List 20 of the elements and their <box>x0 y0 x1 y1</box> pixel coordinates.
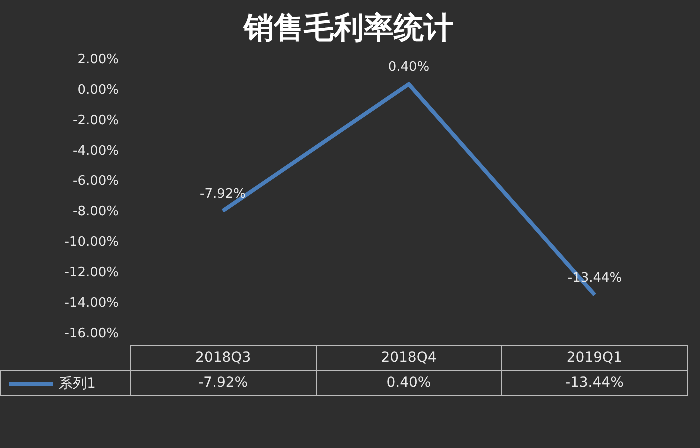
legend-label: 系列1 <box>59 374 96 392</box>
y-tick-label: 2.00% <box>78 52 119 68</box>
y-tick-label: -12.00% <box>64 266 119 281</box>
y-tick-label: -2.00% <box>73 113 119 128</box>
x-tick-label: 2018Q3 <box>130 346 316 370</box>
y-tick-label: -4.00% <box>73 144 119 159</box>
y-tick-label: 0.00% <box>78 82 119 98</box>
y-tick-label: -8.00% <box>73 204 119 220</box>
y-tick-label: -10.00% <box>64 235 119 250</box>
y-tick-label: -16.00% <box>64 326 119 342</box>
text: -7.92% <box>198 375 248 391</box>
y-tick-label: -14.00% <box>64 296 119 312</box>
text: 0.40% <box>386 375 432 391</box>
chart-title: 销售毛利率统计 <box>242 10 454 46</box>
y-tick-label: -6.00% <box>73 174 119 190</box>
text: 0.40% <box>388 60 430 76</box>
text: -13.44% <box>565 375 624 391</box>
x-tick-label: 2018Q4 <box>316 346 502 370</box>
text: -7.92% <box>200 186 246 202</box>
x-tick-label: 2019Q1 <box>502 346 688 370</box>
